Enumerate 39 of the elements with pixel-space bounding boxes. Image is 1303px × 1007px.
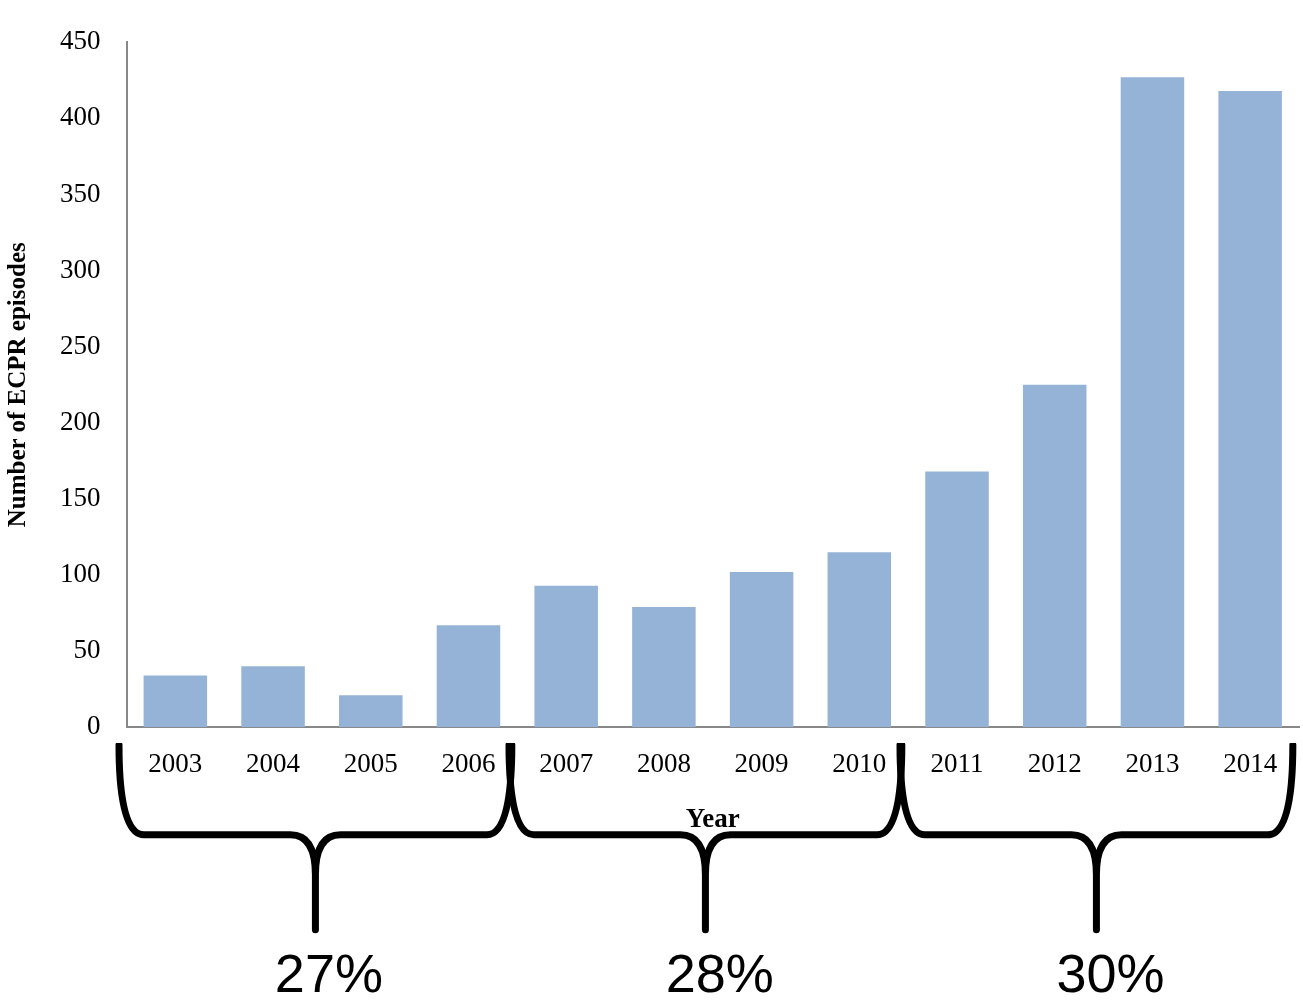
x-axis-title: Year	[685, 802, 740, 833]
bar	[534, 585, 598, 728]
x-tick-label: 2009	[734, 748, 789, 779]
y-tick-label: 450	[60, 25, 101, 56]
y-tick-label: 300	[60, 253, 101, 284]
bar	[632, 606, 696, 728]
text: 27%	[274, 942, 383, 1004]
text: 28%	[665, 942, 774, 1004]
x-tick-label: 2012	[1027, 748, 1082, 779]
x-tick-label: 2006	[441, 748, 496, 779]
x-tick-label: 2003	[148, 748, 203, 779]
bar	[339, 695, 403, 728]
y-tick-label: 0	[87, 710, 101, 741]
bar	[1120, 77, 1185, 728]
text: 30%	[1056, 942, 1165, 1004]
bar	[143, 675, 208, 728]
y-tick-label: 200	[60, 405, 101, 436]
y-tick-label: 350	[60, 177, 101, 208]
bar	[1218, 90, 1282, 728]
bar	[925, 471, 989, 728]
bar	[827, 552, 892, 728]
bar	[1022, 384, 1087, 728]
x-tick-label: 2007	[539, 748, 594, 779]
x-tick-label: 2011	[930, 748, 984, 779]
y-tick-label: 400	[60, 101, 101, 132]
y-axis-title: Number of ECPR episodes	[3, 241, 31, 528]
x-tick-label: 2004	[246, 748, 301, 779]
x-tick-label: 2013	[1125, 748, 1180, 779]
x-tick-label: 2005	[343, 748, 398, 779]
y-tick-label: 100	[60, 558, 101, 589]
bar	[729, 571, 794, 728]
x-tick-label: 2010	[832, 748, 887, 779]
y-tick-label: 150	[60, 481, 101, 512]
x-tick-label: 2014	[1223, 748, 1278, 779]
y-tick-label: 250	[60, 329, 101, 360]
bar	[241, 666, 305, 728]
x-tick-label: 2008	[636, 748, 691, 779]
y-tick-label: 50	[73, 634, 101, 665]
bar	[436, 625, 501, 728]
